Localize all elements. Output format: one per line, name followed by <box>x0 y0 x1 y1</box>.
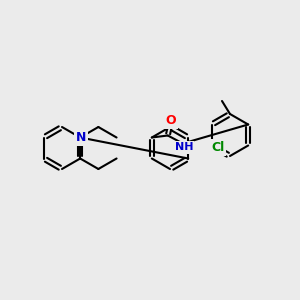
Text: NH: NH <box>175 142 193 152</box>
Text: Cl: Cl <box>211 141 224 154</box>
Text: O: O <box>166 114 176 127</box>
Text: N: N <box>76 131 86 144</box>
